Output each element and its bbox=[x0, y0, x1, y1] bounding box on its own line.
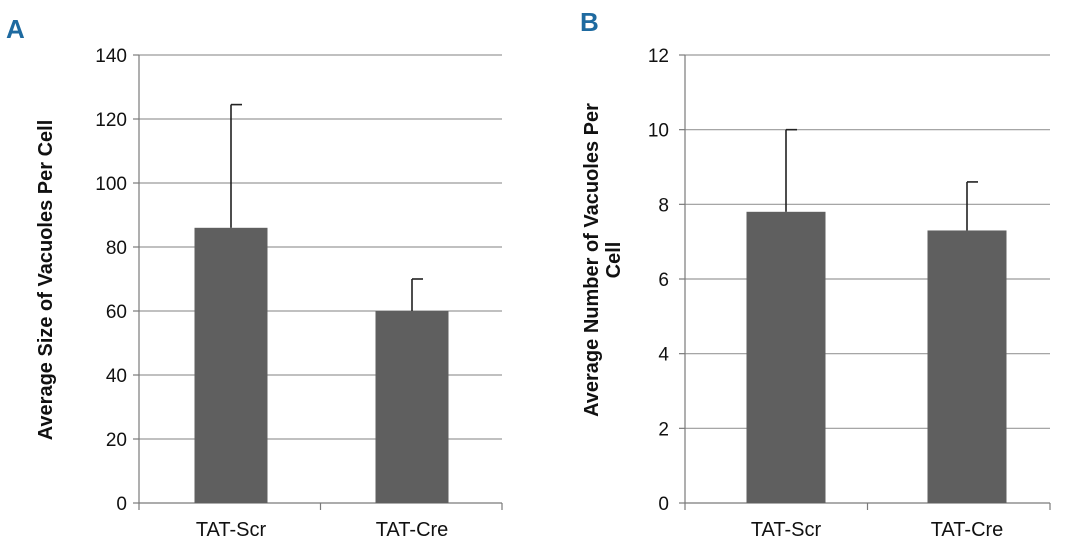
y-tick-label: 10 bbox=[648, 121, 669, 142]
y-tick-label: 0 bbox=[658, 494, 669, 515]
bar bbox=[375, 311, 449, 503]
y-tick-label: 140 bbox=[95, 46, 127, 67]
y-tick-label: 20 bbox=[106, 430, 127, 451]
y-tick-label: 8 bbox=[658, 195, 669, 216]
y-tick-label: 4 bbox=[658, 345, 669, 366]
y-axis-label: Average Size of Vacuoles Per Cell bbox=[35, 120, 57, 441]
category-label: TAT-Scr bbox=[196, 519, 267, 541]
y-tick-label: 60 bbox=[106, 302, 127, 323]
category-label: TAT-Scr bbox=[751, 519, 822, 541]
y-tick-label: 40 bbox=[106, 366, 127, 387]
category-label: TAT-Cre bbox=[376, 519, 449, 541]
y-tick-label: 120 bbox=[95, 110, 127, 131]
y-tick-label: 2 bbox=[658, 419, 669, 440]
y-axis-label: Cell bbox=[603, 242, 625, 279]
bar bbox=[194, 227, 268, 504]
bar bbox=[746, 211, 826, 504]
panel-letter: B bbox=[580, 7, 599, 37]
y-axis-label: Average Number of Vacuoles Per bbox=[581, 103, 603, 417]
y-tick-label: 0 bbox=[116, 494, 127, 515]
y-tick-label: 12 bbox=[648, 46, 669, 67]
panel-letter: A bbox=[6, 14, 25, 44]
bar bbox=[927, 230, 1007, 503]
y-tick-label: 100 bbox=[95, 174, 127, 195]
y-tick-label: 6 bbox=[658, 270, 669, 291]
category-label: TAT-Cre bbox=[931, 519, 1004, 541]
y-tick-label: 80 bbox=[106, 238, 127, 259]
